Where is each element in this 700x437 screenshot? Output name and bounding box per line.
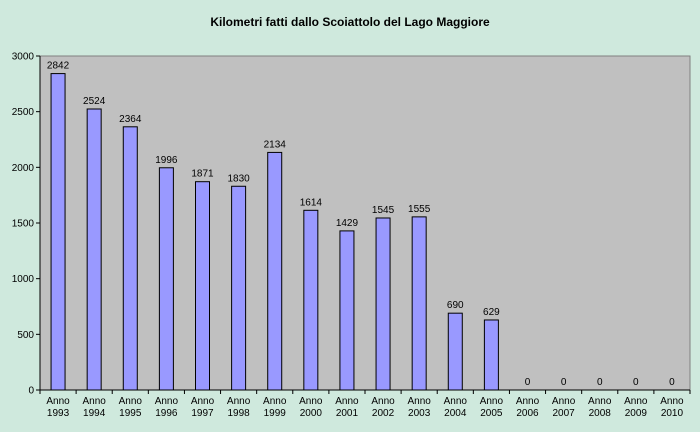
data-label: 1830 xyxy=(227,173,250,184)
data-label: 2524 xyxy=(83,96,106,107)
x-tick-label: Anno 1996 xyxy=(155,396,179,419)
data-label: 1555 xyxy=(408,204,431,215)
bar xyxy=(267,151,283,391)
x-tick-label: Anno 2003 xyxy=(407,396,431,419)
bar xyxy=(231,185,247,391)
data-label: 0 xyxy=(561,377,567,388)
x-tick-label: Anno 2010 xyxy=(660,396,684,419)
plot-area xyxy=(39,55,691,391)
bar xyxy=(122,126,138,391)
data-labels: 2842 2524 2364 1996 1871 1830 2134 1614 1429 1545… xyxy=(47,61,675,388)
chart-title: Kilometri fatti dallo Scoiattolo del Lag… xyxy=(210,15,490,29)
bar xyxy=(411,216,427,391)
x-tick-label: Anno 1994 xyxy=(82,396,106,419)
bar xyxy=(50,73,66,391)
data-label: 0 xyxy=(633,377,639,388)
x-tick-label: Anno 1997 xyxy=(191,396,215,419)
bar xyxy=(195,181,210,391)
x-axis: Anno 1993 Anno 1994 Anno 1995 Anno 1996 Anno 1997… xyxy=(39,389,691,419)
x-tick-label: Anno 1993 xyxy=(46,396,70,419)
x-tick-label: Anno 2002 xyxy=(371,396,395,419)
data-label: 690 xyxy=(447,300,464,311)
x-tick-label: Anno 2005 xyxy=(480,396,504,419)
data-label: 0 xyxy=(597,377,603,388)
y-tick-label: 500 xyxy=(17,330,34,341)
x-tick-label: Anno 2004 xyxy=(444,396,468,419)
bar xyxy=(447,312,463,391)
y-tick-label: 1500 xyxy=(12,219,35,230)
data-label: 0 xyxy=(669,377,675,388)
data-label: 629 xyxy=(483,307,500,318)
data-label: 1545 xyxy=(372,205,395,216)
x-tick-label: Anno 2007 xyxy=(552,396,576,419)
data-label: 0 xyxy=(525,377,531,388)
bar xyxy=(339,230,355,391)
bars xyxy=(50,73,499,391)
x-tick-label: Anno 1995 xyxy=(119,396,143,419)
y-tick-label: 2500 xyxy=(12,107,35,118)
y-axis: 0 500 1000 1500 2000 2500 3000 xyxy=(12,52,41,397)
x-tick-label: Anno 2009 xyxy=(624,396,648,419)
y-tick-label: 3000 xyxy=(12,52,35,63)
data-label: 1614 xyxy=(300,197,323,208)
x-tick-label: Anno 2000 xyxy=(299,396,323,419)
data-label: 1996 xyxy=(155,155,178,166)
bar xyxy=(158,167,174,391)
bar xyxy=(375,217,391,391)
x-tick-label: Anno 2008 xyxy=(588,396,612,419)
y-tick-label: 0 xyxy=(28,386,34,397)
x-tick-label: Anno 2001 xyxy=(335,396,359,419)
data-label: 2364 xyxy=(119,114,142,125)
x-tick-label: Anno 1998 xyxy=(227,396,251,419)
data-label: 1871 xyxy=(191,169,214,180)
y-tick-label: 2000 xyxy=(12,163,35,174)
data-label: 2842 xyxy=(47,61,70,72)
data-label: 1429 xyxy=(336,218,359,229)
bar xyxy=(483,319,499,391)
y-tick-label: 1000 xyxy=(12,274,35,285)
bar xyxy=(86,108,102,391)
bar xyxy=(303,209,319,391)
data-label: 2134 xyxy=(264,139,287,150)
x-tick-label: Anno 2006 xyxy=(516,396,540,419)
x-tick-label: Anno 1999 xyxy=(263,396,287,419)
